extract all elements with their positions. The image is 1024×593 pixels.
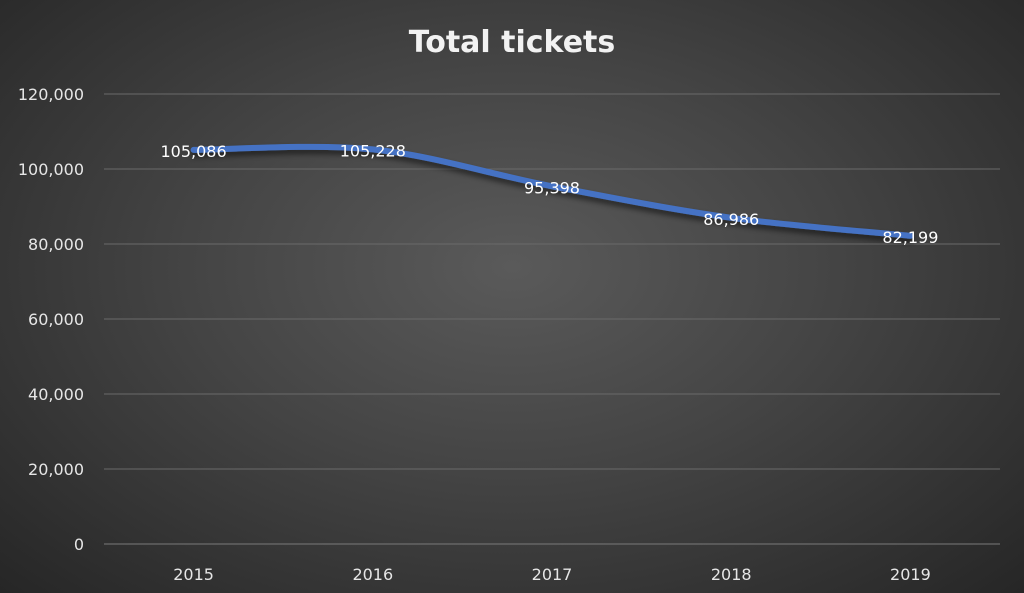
data-label: 82,199 bbox=[882, 228, 938, 247]
x-tick-label: 2015 bbox=[173, 565, 214, 584]
y-tick-label: 0 bbox=[74, 535, 84, 554]
chart-title: Total tickets bbox=[409, 25, 616, 60]
x-tick-label: 2019 bbox=[890, 565, 931, 584]
data-label: 86,986 bbox=[703, 210, 759, 229]
x-tick-label: 2017 bbox=[532, 565, 573, 584]
y-tick-label: 120,000 bbox=[18, 85, 84, 104]
data-label: 105,086 bbox=[161, 142, 227, 161]
y-tick-label: 100,000 bbox=[18, 160, 84, 179]
y-tick-label: 40,000 bbox=[28, 385, 84, 404]
data-label: 105,228 bbox=[340, 141, 406, 160]
y-tick-label: 20,000 bbox=[28, 460, 84, 479]
x-tick-label: 2016 bbox=[352, 565, 393, 584]
x-tick-label: 2018 bbox=[711, 565, 752, 584]
y-tick-label: 60,000 bbox=[28, 310, 84, 329]
data-label: 95,398 bbox=[524, 178, 580, 197]
y-tick-label: 80,000 bbox=[28, 235, 84, 254]
